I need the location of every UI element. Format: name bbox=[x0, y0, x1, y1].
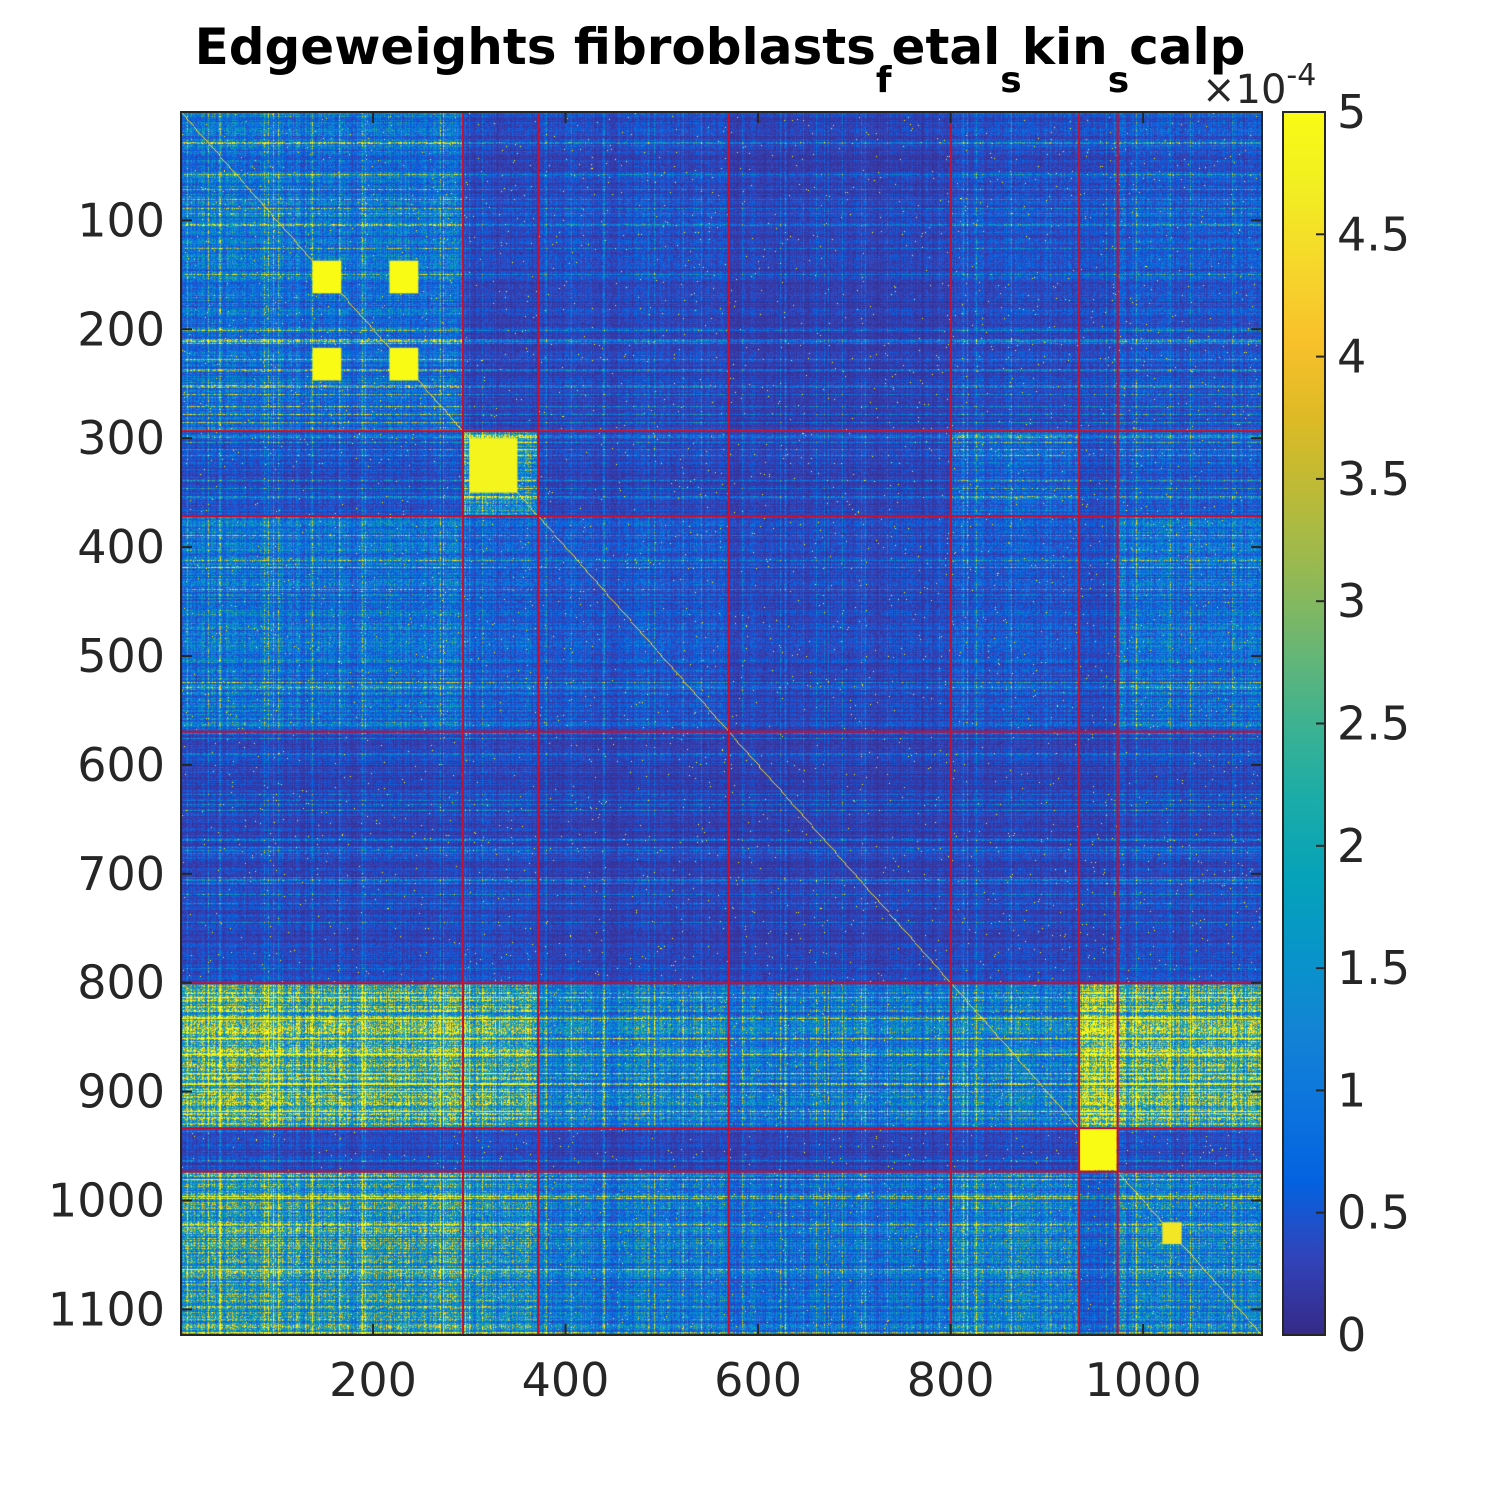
heatmap-canvas-holder bbox=[181, 112, 1262, 1335]
colorbar-tick-label: 5 bbox=[1337, 85, 1366, 139]
x-tick-label: 800 bbox=[907, 1353, 995, 1407]
title-part: kin bbox=[1022, 18, 1108, 76]
y-tick-label: 500 bbox=[77, 629, 165, 683]
y-tick-label: 600 bbox=[77, 738, 165, 792]
title-part: Edgeweights fibroblasts bbox=[195, 18, 876, 76]
colorbar-tick-label: 0.5 bbox=[1337, 1186, 1410, 1240]
title-subscript: f bbox=[876, 60, 892, 101]
y-tick-label: 700 bbox=[77, 847, 165, 901]
colorbar-exponent-base: ×10 bbox=[1202, 67, 1286, 113]
colorbar-exponent: ×10-4 bbox=[1202, 58, 1316, 113]
colorbar-tick-label: 0 bbox=[1337, 1308, 1366, 1362]
chart-title: Edgeweights fibroblastsfetalskinscalp bbox=[195, 18, 1246, 101]
y-tick-label: 1100 bbox=[48, 1282, 165, 1336]
colorbar-exponent-power: -4 bbox=[1286, 58, 1316, 93]
colorbar-tick-label: 3.5 bbox=[1337, 452, 1410, 506]
y-tick-label: 400 bbox=[77, 520, 165, 574]
title-subscript: s bbox=[1108, 60, 1129, 101]
colorbar-tick-label: 4.5 bbox=[1337, 207, 1410, 261]
colorbar-tick-label: 2.5 bbox=[1337, 697, 1410, 751]
x-axis: 200 400 600 800 1000 bbox=[329, 112, 1202, 1407]
colorbar-tick-label: 1 bbox=[1337, 1063, 1366, 1117]
y-axis: 100 200 300 400 500 600 700 800 900 1000 1100 bbox=[48, 193, 1262, 1336]
y-tick-label: 300 bbox=[77, 411, 165, 465]
title-part: etal bbox=[892, 18, 1001, 76]
x-tick-label: 200 bbox=[329, 1353, 417, 1407]
y-tick-label: 1000 bbox=[48, 1174, 165, 1228]
colorbar-axis: 0 0.5 1 1.5 2 2.5 3 3.5 4 4.5 5 bbox=[1316, 85, 1410, 1362]
x-tick-label: 600 bbox=[714, 1353, 802, 1407]
heatmap-image bbox=[181, 112, 1262, 1335]
y-tick-label: 200 bbox=[77, 302, 165, 356]
x-tick-label: 1000 bbox=[1085, 1353, 1202, 1407]
title-part: calp bbox=[1129, 18, 1245, 76]
colorbar-tick-label: 1.5 bbox=[1337, 941, 1410, 995]
cluster-boundary-lines bbox=[181, 112, 1262, 1335]
x-tick-label: 400 bbox=[522, 1353, 610, 1407]
y-tick-label: 100 bbox=[77, 193, 165, 247]
title-subscript: s bbox=[1000, 60, 1021, 101]
plot-frame bbox=[180, 111, 1263, 1336]
y-tick-label: 800 bbox=[77, 956, 165, 1010]
colorbar-tick-label: 2 bbox=[1337, 819, 1366, 873]
y-tick-label: 900 bbox=[77, 1065, 165, 1119]
colorbar-tick-label: 3 bbox=[1337, 574, 1366, 628]
colorbar-tick-label: 4 bbox=[1337, 330, 1366, 384]
